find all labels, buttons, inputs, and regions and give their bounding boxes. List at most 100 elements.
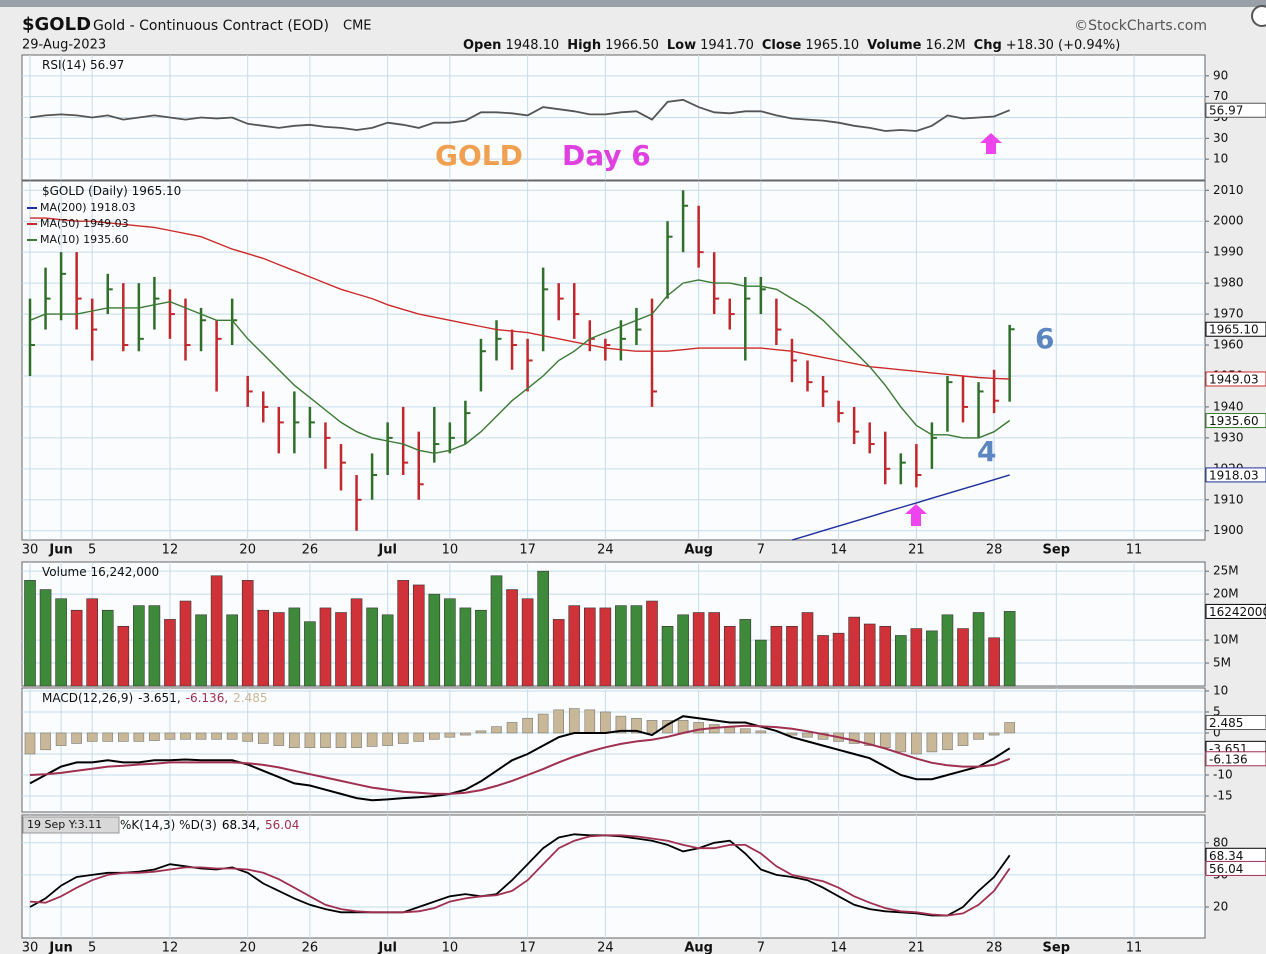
volume-bar	[226, 614, 238, 687]
value-flag	[1205, 102, 1266, 118]
x-tick-label: 26	[302, 941, 319, 954]
x-tick-label: 12	[162, 941, 179, 954]
moving-average	[30, 217, 1010, 380]
y-tick-label: 10M	[1213, 633, 1239, 647]
panel-title-text: MACD(12,26,9)	[42, 691, 133, 705]
histogram-bar	[413, 732, 425, 742]
histogram-bar	[164, 732, 176, 740]
y-tick-label: 70	[1213, 89, 1228, 103]
volume-bar	[723, 625, 736, 687]
x-tick-label: 26	[302, 543, 319, 558]
volume-bar	[599, 607, 612, 687]
volume-bar	[366, 607, 378, 687]
quote-value: 1965.10	[805, 38, 859, 53]
series-line	[29, 98, 1011, 132]
volume-bar	[101, 609, 114, 687]
volume-bar	[397, 580, 410, 687]
quote-label: Open	[463, 38, 501, 53]
histogram-bar	[428, 732, 440, 740]
instrument-name: Gold - Continuous Contract (EOD)	[93, 18, 329, 34]
x-tick-label: Jun	[48, 543, 72, 558]
panel-title-text: %K(14,3) %D(3)	[120, 818, 217, 832]
volume-bar	[910, 628, 923, 687]
panel-title: RSI(14) 56.97	[42, 58, 124, 72]
x-tick-label: 30	[22, 543, 39, 558]
volume-bar	[941, 614, 954, 687]
x-tick-label: Aug	[684, 941, 713, 954]
histogram-bar	[615, 715, 627, 734]
y-tick-label: -10	[1213, 768, 1233, 782]
histogram-bar	[942, 732, 953, 751]
histogram-bar	[895, 732, 907, 753]
quote-label: High	[567, 38, 601, 53]
panel	[21, 180, 1206, 541]
quote-value: 1941.70	[700, 38, 754, 53]
volume-bar	[86, 598, 98, 687]
arrow	[905, 504, 927, 526]
x-tick-label: 28	[986, 543, 1003, 558]
moving-average	[791, 474, 1010, 541]
histogram-bar	[24, 732, 36, 755]
y-tick-label: 1960	[1213, 338, 1244, 352]
x-tick-label: 5	[88, 941, 96, 954]
histogram-bar	[553, 709, 565, 734]
window-strip	[0, 0, 1266, 7]
x-tick-label: Aug	[684, 543, 713, 558]
value-flag-label: 56.04	[1209, 862, 1243, 876]
volume-bar	[24, 580, 36, 687]
volume-bar	[490, 575, 503, 687]
quote-label: Low	[667, 38, 696, 53]
volume-bar	[350, 598, 363, 687]
volume-bar	[133, 605, 145, 687]
x-tick-label: 10	[442, 543, 459, 558]
histogram-bar	[755, 730, 767, 734]
quote-value: +18.30 (+0.94%)	[1006, 38, 1121, 53]
y-tick-label: 10	[1213, 683, 1228, 697]
histogram-bar	[320, 732, 331, 748]
x-tick-label: 11	[1126, 543, 1143, 558]
volume-bar	[972, 612, 985, 687]
exchange: CME	[343, 19, 372, 34]
panel-title: $GOLD (Daily) 1965.10	[42, 184, 181, 198]
plot: 1030507090RSI(14) 56.9756.97190019101920…	[21, 54, 1266, 954]
value-flag-label: 1918.03	[1209, 468, 1259, 482]
series-line	[29, 834, 1011, 917]
volume-bar	[552, 619, 565, 687]
histogram-bar	[506, 722, 518, 734]
volume-bar	[615, 605, 627, 687]
window-button[interactable]	[1251, 5, 1266, 27]
x-tick-label: 7	[757, 543, 765, 558]
x-tick-label: 5	[88, 543, 96, 558]
value-flag-label: 1935.60	[1209, 414, 1259, 428]
value-flag	[1205, 751, 1266, 767]
volume-bar	[459, 607, 472, 687]
volume-bar	[475, 609, 487, 687]
x-tick-label: 28	[986, 941, 1003, 954]
histogram-bar	[102, 732, 114, 742]
panel	[21, 687, 1206, 813]
annotation: 4	[977, 435, 996, 468]
x-tick-label: Jun	[48, 941, 72, 954]
annotation: 6	[1035, 322, 1054, 355]
panel-title: %K(14,3) %D(3) 68.34, 56.04	[120, 818, 299, 832]
x-tick-label: Jul	[377, 941, 397, 954]
histogram-bar	[351, 732, 362, 748]
volume-bar	[879, 625, 892, 687]
histogram-bar	[662, 720, 673, 734]
volume-bar	[412, 584, 425, 687]
y-tick-label: 5M	[1213, 656, 1231, 670]
histogram-bar	[71, 732, 82, 744]
panel-title-text: RSI(14) 56.97	[42, 58, 124, 72]
histogram-bar	[397, 732, 409, 744]
histogram-bar	[366, 732, 378, 747]
y-tick-label: 1970	[1213, 307, 1244, 321]
y-tick-label: -15	[1213, 789, 1233, 803]
value-flag-label: 1949.03	[1209, 372, 1259, 386]
histogram-bar	[195, 732, 207, 740]
histogram-bar	[211, 732, 222, 740]
legend-entry: 2.485	[233, 691, 267, 705]
x-tick-label: 12	[162, 543, 179, 558]
x-tick-label: Sep	[1043, 941, 1071, 954]
x-tick-label: Jul	[377, 543, 397, 558]
